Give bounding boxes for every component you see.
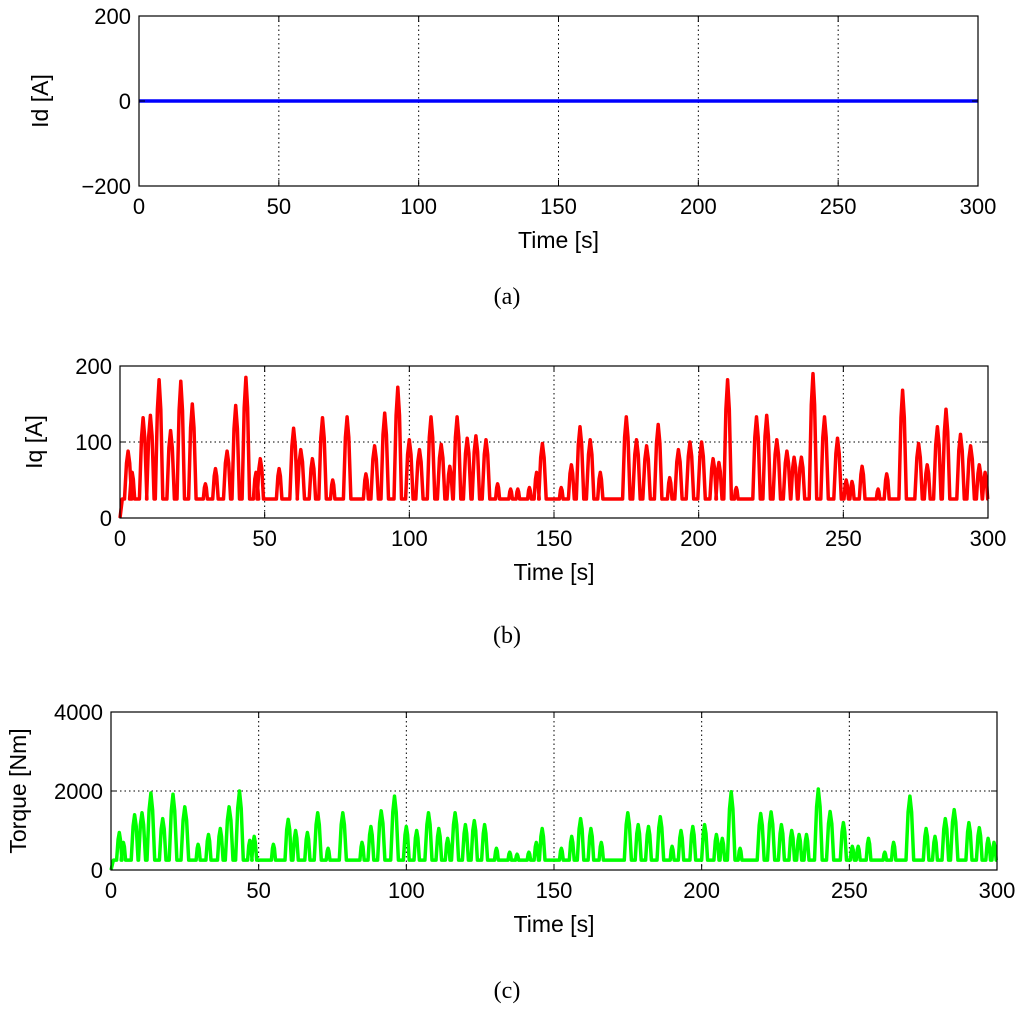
x-axis-label-a: Time [s] [518, 227, 599, 253]
x-tick-label: 100 [388, 878, 425, 903]
y-tick-label: 200 [75, 354, 112, 379]
x-tick-label: 100 [400, 194, 437, 219]
y-axis-label-c: Torque [Nm] [5, 728, 31, 853]
x-tick-label: 50 [252, 526, 276, 551]
x-tick-label: 150 [536, 526, 573, 551]
x-tick-label: 50 [246, 878, 270, 903]
x-tick-label: 150 [536, 878, 573, 903]
x-tick-label: 250 [825, 526, 862, 551]
y-tick-label: 2000 [54, 779, 103, 804]
y-tick-label: −200 [81, 174, 131, 199]
x-tick-label: 300 [970, 526, 1007, 551]
x-tick-label: 100 [391, 526, 428, 551]
x-tick-label: 300 [960, 194, 997, 219]
plot-b: 0 50 100 150 200 250 300 0 100 200 Time [s] Iq [A] [21, 354, 1006, 585]
x-tick-label: 0 [133, 194, 145, 219]
y-tick-label: 200 [94, 4, 131, 29]
series-line-b [118, 371, 990, 519]
x-tick-label: 50 [267, 194, 291, 219]
x-axis-label-b: Time [s] [514, 559, 595, 585]
caption-c: (c) [493, 978, 521, 1004]
series-line-c [109, 787, 998, 871]
x-tick-label: 200 [680, 526, 717, 551]
caption-b: (b) [493, 623, 521, 649]
x-tick-label: 0 [114, 526, 126, 551]
x-tick-label: 250 [820, 194, 857, 219]
y-axis-label-b: Iq [A] [21, 415, 47, 469]
y-tick-label: 0 [100, 506, 112, 531]
x-axis-label-c: Time [s] [514, 911, 595, 937]
y-tick-label: 4000 [54, 700, 103, 725]
y-tick-label: 0 [119, 89, 131, 114]
x-tick-label: 0 [105, 878, 117, 903]
y-tick-label: 100 [75, 430, 112, 455]
plot-c: 0 50 100 150 200 250 300 0 2000 4000 Time [s] Torqu… [5, 700, 1015, 937]
x-tick-label: 150 [540, 194, 577, 219]
y-tick-label: 0 [91, 858, 103, 883]
x-tick-label: 250 [831, 878, 868, 903]
y-axis-label-a: Id [A] [27, 74, 53, 128]
x-tick-label: 300 [979, 878, 1016, 903]
caption-a: (a) [493, 284, 521, 310]
x-tick-label: 200 [680, 194, 717, 219]
x-tick-label: 200 [683, 878, 720, 903]
